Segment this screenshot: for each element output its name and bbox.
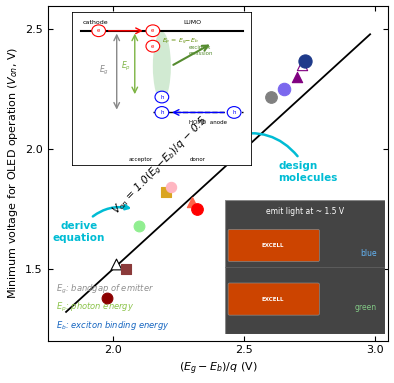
Text: $E_b$: exciton binding energy: $E_b$: exciton binding energy [56,319,169,332]
Y-axis label: Minimum voltage for OLED operation ($V_{on}$, V): Minimum voltage for OLED operation ($V_{… [6,47,20,299]
Text: $E_g$: bandgap of emitter: $E_g$: bandgap of emitter [56,283,154,296]
Point [281,86,287,92]
Point [268,93,274,100]
Point [136,223,143,229]
Point [113,261,119,267]
Text: $V_{on}$ = 1.0$(E_g$$-$$E_b)$$/$q $-$ 0.5: $V_{on}$ = 1.0$(E_g$$-$$E_b)$$/$q $-$ 0.… [110,114,211,218]
Point [228,127,234,133]
X-axis label: $(E_g-E_b)/q$ (V): $(E_g-E_b)/q$ (V) [179,361,257,377]
Point [241,134,247,140]
Point [176,151,182,157]
Point [189,199,195,205]
Point [168,184,174,190]
Point [294,74,300,80]
Text: design
molecules: design molecules [231,133,338,183]
Point [194,206,200,212]
Point [104,295,110,301]
Text: derive
equation: derive equation [53,205,129,242]
Point [162,189,169,195]
Point [123,266,130,272]
Point [299,62,305,69]
Point [301,57,308,64]
Text: $E_p$: photon energy: $E_p$: photon energy [56,301,134,314]
